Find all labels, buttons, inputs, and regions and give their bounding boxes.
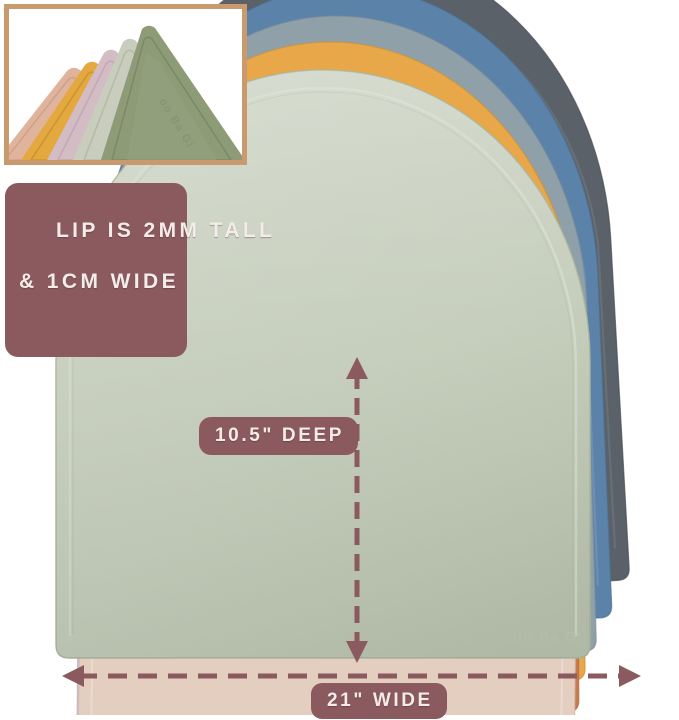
lip-closeup-photo: oo Ba Gi	[4, 4, 247, 165]
depth-dimension-badge: 10.5" DEEP	[199, 417, 359, 456]
mat-layer-sage-front: oo Ba Gi	[55, 69, 591, 659]
lip-badge-line2: & 1CM WIDE	[19, 269, 179, 293]
lip-badge-line1: LIP IS 2MM TALL	[55, 218, 276, 242]
lip-dimension-badge: LIP IS 2MM TALL & 1CM WIDE	[5, 183, 272, 357]
brand-emboss: oo Ba Gi	[513, 628, 583, 645]
inset-mat-dark-sage	[101, 25, 242, 160]
width-dimension-badge: 21" WIDE	[311, 683, 447, 720]
